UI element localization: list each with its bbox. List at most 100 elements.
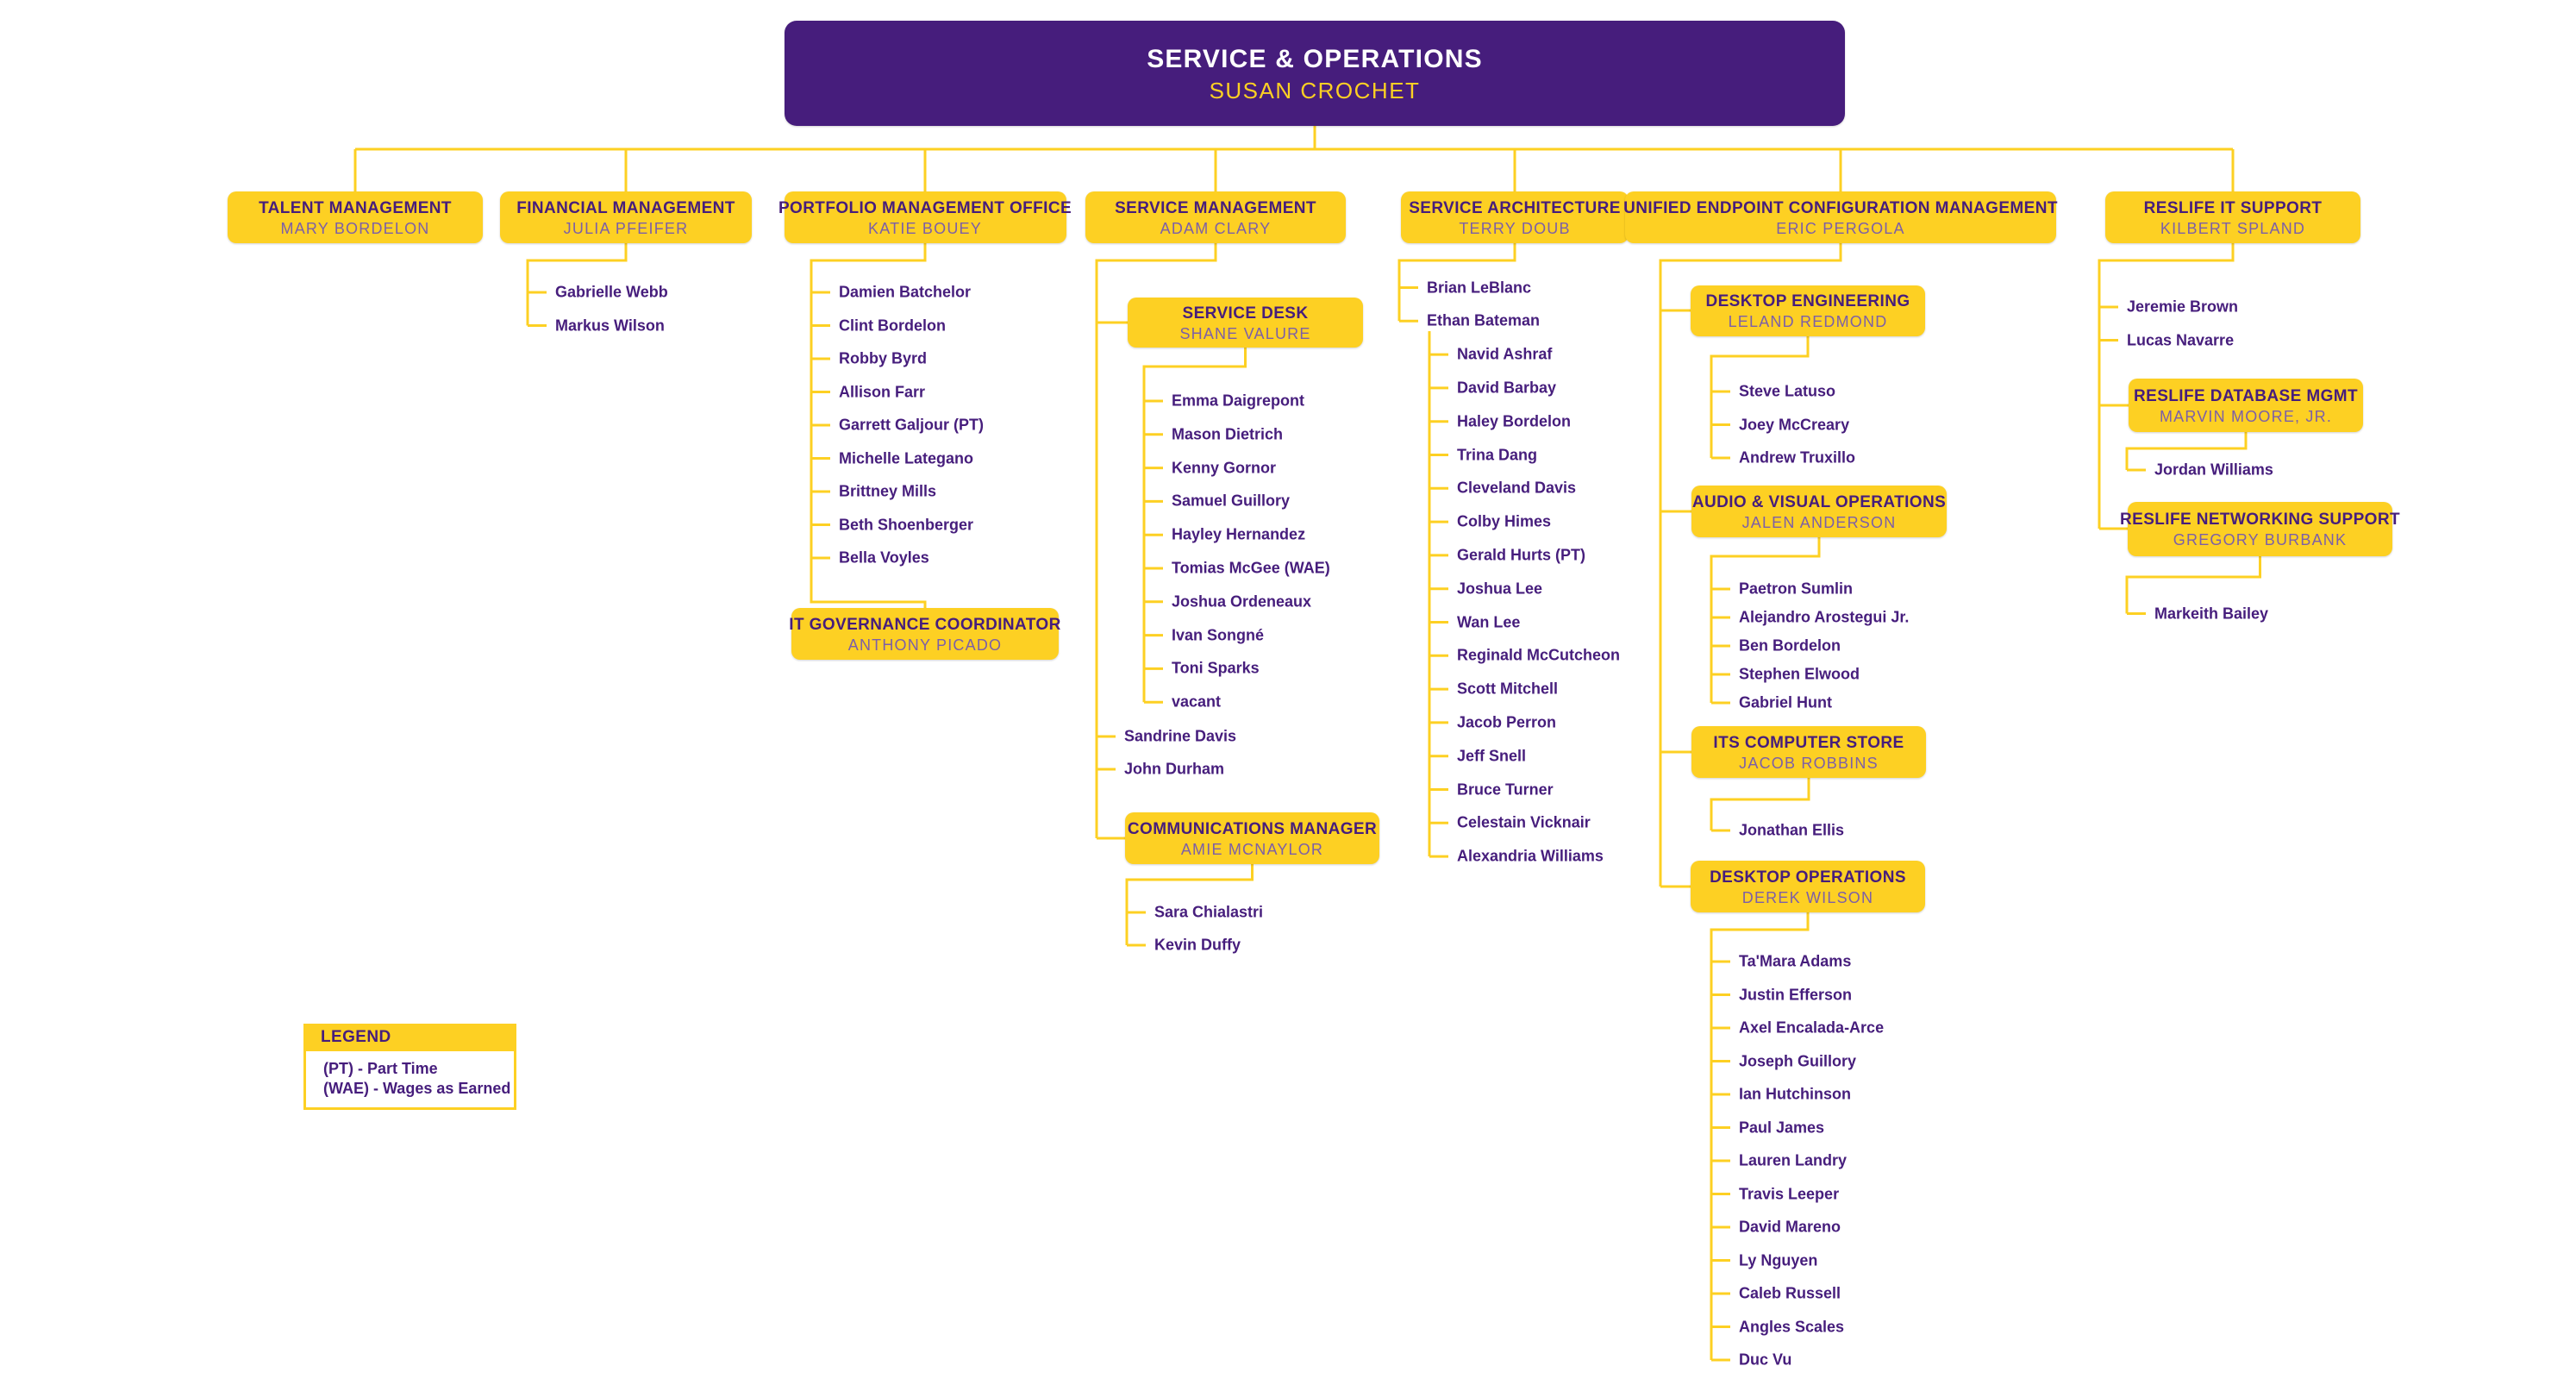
connector-servicearch [1397, 243, 1516, 858]
dept-manager-name-reslifedb: MARVIN MOORE, JR. [2159, 407, 2333, 425]
dept-title-uecm: UNIFIED ENDPOINT CONFIGURATION MANAGEMEN… [1623, 198, 2058, 217]
connector-reslife [2098, 243, 2261, 615]
dept-box-servicearch: SERVICE ARCHITECTURE TERRY DOUB [1401, 191, 1629, 243]
staff-name: Joey McCreary [1739, 416, 1850, 433]
staff-name: Colby Himes [1457, 512, 1552, 530]
root-box: SERVICE & OPERATIONS SUSAN CROCHET [785, 21, 1845, 126]
dept-title-reslifedb: RESLIFE DATABASE MGMT [2134, 386, 2358, 405]
dept-manager-name-desktopeng: LELAND REDMOND [1728, 313, 1888, 330]
staff-name: Kevin Duffy [1154, 936, 1241, 954]
staff-name: Ben Bordelon [1739, 636, 1841, 655]
dept-box-computerstore: ITS COMPUTER STORE JACOB ROBBINS [1691, 726, 1926, 778]
staff-name: Andrew Truxillo [1739, 448, 1856, 467]
dept-title-desktopeng: DESKTOP ENGINEERING [1705, 292, 1910, 310]
staff-name: Jonathan Ellis [1739, 821, 1845, 839]
dept-title-desktopops: DESKTOP OPERATIONS [1710, 868, 1906, 887]
legend-body: (PT) - Part Time (WAE) - Wages as Earned [303, 1051, 516, 1110]
dept-title-servicemgmt: SERVICE MANAGEMENT [1115, 198, 1316, 217]
dept-title-computerstore: ITS COMPUTER STORE [1713, 733, 1904, 752]
staff-name: Damien Batchelor [839, 283, 972, 301]
dept-manager-name-portfolio: KATIE BOUEY [868, 219, 982, 237]
staff-name: Brittney Mills [839, 482, 937, 500]
dept-manager-name-desktopops: DEREK WILSON [1741, 888, 1874, 906]
staff-name: Stephen Elwood [1739, 665, 1860, 683]
staff-name: Hayley Hernandez [1172, 525, 1306, 543]
dept-manager-name-reslife: KILBERT SPLAND [2160, 219, 2306, 237]
dept-manager-name-talent: MARY BORDELON [280, 219, 430, 237]
staff-name: Wan Lee [1457, 613, 1521, 630]
legend-entry-pt: (PT) - Part Time [323, 1060, 438, 1077]
dept-title-itgov: IT GOVERNANCE COORDINATOR [789, 615, 1061, 634]
staff-name: Haley Bordelon [1457, 412, 1572, 430]
staff-name: Michelle Lategano [839, 449, 974, 467]
dept-box-reslifedb: RESLIFE DATABASE MGMT MARVIN MOORE, JR. [2129, 379, 2363, 432]
dept-box-avops: AUDIO & VISUAL OPERATIONS JALEN ANDERSON [1691, 486, 1947, 537]
dept-box-desktopops: DESKTOP OPERATIONS DEREK WILSON [1691, 861, 1925, 912]
staff-name: vacant [1172, 692, 1222, 711]
legend-title: LEGEND [321, 1028, 391, 1046]
dept-title-servicedesk: SERVICE DESK [1182, 304, 1309, 323]
dept-title-avops: AUDIO & VISUAL OPERATIONS [1691, 492, 1947, 511]
staff-name: Gabrielle Webb [555, 283, 668, 301]
connector-uecm [1659, 243, 1842, 1362]
dept-box-portfolio: PORTFOLIO MANAGEMENT OFFICE KATIE BOUEY [778, 191, 1072, 243]
staff-name: Tomias McGee (WAE) [1172, 559, 1330, 577]
staff-name: Beth Shoenberger [839, 516, 974, 533]
staff-name: Toni Sparks [1172, 659, 1260, 677]
staff-name: David Mareno [1739, 1218, 1841, 1236]
staff-name: John Durham [1124, 760, 1225, 778]
staff-name: Travis Leeper [1739, 1185, 1840, 1202]
dept-title-reslifenet: RESLIFE NETWORKING SUPPORT [2120, 511, 2400, 529]
staff-name: Allison Farr [839, 383, 926, 400]
dept-title-portfolio: PORTFOLIO MANAGEMENT OFFICE [778, 198, 1072, 217]
staff-name: Justin Efferson [1739, 986, 1853, 1003]
dept-title-comms: COMMUNICATIONS MANAGER [1127, 819, 1378, 838]
staff-name: Ly Nguyen [1739, 1251, 1818, 1269]
staff-name: Trina Dang [1457, 446, 1538, 463]
dept-title-financial: FINANCIAL MANAGEMENT [516, 198, 735, 217]
connector-financial [526, 243, 628, 327]
dept-manager-name-reslifenet: GREGORY BURBANK [2173, 531, 2348, 548]
staff-name: Robby Byrd [839, 349, 928, 367]
staff-name: Duc Vu [1739, 1351, 1792, 1369]
staff-name: Joshua Lee [1457, 580, 1543, 598]
dept-box-talent: TALENT MANAGEMENT MARY BORDELON [228, 191, 483, 243]
staff-name: Jeremie Brown [2127, 298, 2239, 316]
dept-manager-name-servicearch: TERRY DOUB [1459, 219, 1571, 237]
staff-name: Axel Encalada-Arce [1739, 1018, 1885, 1037]
root-name: SUSAN CROCHET [1209, 78, 1421, 103]
legend-box: LEGEND (PT) - Part Time (WAE) - Wages as… [303, 1024, 516, 1110]
dept-manager-name-financial: JULIA PFEIFER [563, 219, 689, 237]
staff-name: Navid Ashraf [1457, 345, 1553, 363]
staff-name: Sandrine Davis [1124, 727, 1237, 745]
staff-name: Gerald Hurts (PT) [1457, 546, 1586, 564]
staff-name: Ethan Bateman [1427, 311, 1541, 329]
staff-name: Emma Daigrepont [1172, 392, 1305, 410]
dept-box-reslife: RESLIFE IT SUPPORT KILBERT SPLAND [2105, 191, 2360, 243]
staff-name: David Barbay [1457, 379, 1557, 397]
staff-name: Ian Hutchinson [1739, 1085, 1851, 1103]
dept-box-uecm: UNIFIED ENDPOINT CONFIGURATION MANAGEMEN… [1623, 191, 2058, 243]
dept-box-comms: COMMUNICATIONS MANAGER AMIE MCNAYLOR [1125, 812, 1379, 864]
staff-name: Gabriel Hunt [1739, 693, 1833, 711]
staff-name: Samuel Guillory [1172, 492, 1291, 510]
staff-name: Ta'Mara Adams [1739, 952, 1852, 970]
dept-box-desktopeng: DESKTOP ENGINEERING LELAND REDMOND [1691, 285, 1925, 336]
connector-servicemgmt [1095, 243, 1254, 947]
staff-name: Reginald McCutcheon [1457, 646, 1621, 664]
staff-name: Clint Bordelon [839, 316, 946, 334]
staff-name: Mason Dietrich [1172, 425, 1284, 443]
staff-name: Garrett Galjour (PT) [839, 416, 985, 434]
staff-name: Bruce Turner [1457, 780, 1554, 798]
staff-name: Jordan Williams [2154, 461, 2273, 479]
dept-manager-name-itgov: ANTHONY PICADO [847, 636, 1003, 654]
staff-name: Sara Chialastri [1154, 903, 1264, 921]
legend-header: LEGEND [303, 1024, 516, 1051]
staff-name: Brian LeBlanc [1427, 279, 1532, 296]
dept-title-reslife: RESLIFE IT SUPPORT [2143, 198, 2323, 217]
dept-box-servicedesk: SERVICE DESK SHANE VALURE [1128, 298, 1363, 348]
dept-manager-name-servicedesk: SHANE VALURE [1179, 324, 1311, 342]
staff-name: Bella Voyles [839, 548, 929, 567]
dept-manager-name-avops: JALEN ANDERSON [1741, 513, 1897, 531]
